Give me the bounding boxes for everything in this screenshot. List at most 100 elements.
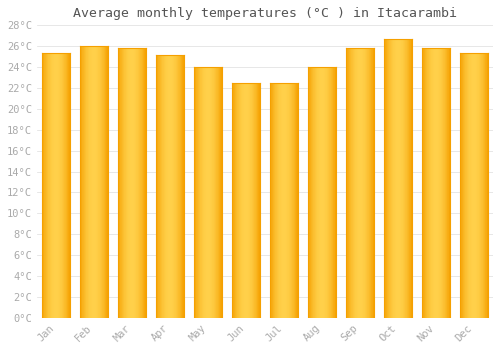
Bar: [159, 55, 160, 318]
Bar: [475, 54, 476, 318]
Bar: [362, 48, 363, 318]
Bar: [358, 48, 359, 318]
Bar: [175, 55, 176, 318]
Bar: [52, 54, 53, 318]
Bar: [216, 67, 217, 318]
Bar: [252, 83, 253, 318]
Bar: [446, 48, 447, 318]
Bar: [484, 54, 485, 318]
Bar: [50, 54, 51, 318]
Bar: [466, 54, 467, 318]
Bar: [430, 48, 431, 318]
Bar: [411, 39, 412, 318]
Bar: [118, 48, 120, 318]
Bar: [328, 67, 329, 318]
Bar: [248, 83, 249, 318]
Bar: [407, 39, 408, 318]
Bar: [293, 83, 294, 318]
Bar: [287, 83, 288, 318]
Bar: [55, 54, 56, 318]
Bar: [401, 39, 402, 318]
Bar: [179, 55, 180, 318]
Bar: [321, 67, 322, 318]
Bar: [330, 67, 331, 318]
Bar: [322, 67, 323, 318]
Bar: [334, 67, 335, 318]
Bar: [428, 48, 429, 318]
Bar: [142, 48, 144, 318]
Bar: [436, 48, 437, 318]
Bar: [48, 54, 49, 318]
Bar: [431, 48, 432, 318]
Bar: [83, 46, 84, 318]
Bar: [316, 67, 317, 318]
Bar: [80, 46, 82, 318]
Bar: [425, 48, 426, 318]
Bar: [44, 54, 45, 318]
Bar: [59, 54, 60, 318]
Bar: [95, 46, 96, 318]
Bar: [42, 54, 43, 318]
Bar: [335, 67, 336, 318]
Bar: [284, 83, 285, 318]
Bar: [90, 46, 91, 318]
Bar: [56, 54, 57, 318]
Bar: [205, 67, 206, 318]
Bar: [202, 67, 203, 318]
Bar: [351, 48, 352, 318]
Bar: [171, 55, 172, 318]
Bar: [251, 83, 252, 318]
Bar: [326, 67, 327, 318]
Bar: [363, 48, 364, 318]
Bar: [140, 48, 141, 318]
Bar: [276, 83, 277, 318]
Bar: [289, 83, 290, 318]
Bar: [104, 46, 105, 318]
Bar: [464, 54, 465, 318]
Bar: [294, 83, 295, 318]
Bar: [325, 67, 326, 318]
Bar: [297, 83, 298, 318]
Bar: [282, 83, 283, 318]
Bar: [442, 48, 443, 318]
Bar: [474, 54, 475, 318]
Bar: [315, 67, 316, 318]
Bar: [395, 39, 396, 318]
Bar: [280, 83, 281, 318]
Bar: [399, 39, 400, 318]
Bar: [323, 67, 324, 318]
Bar: [435, 48, 436, 318]
Bar: [200, 67, 201, 318]
Bar: [178, 55, 179, 318]
Bar: [389, 39, 390, 318]
Bar: [438, 48, 439, 318]
Bar: [426, 48, 427, 318]
Bar: [479, 54, 480, 318]
Bar: [209, 67, 210, 318]
Bar: [69, 54, 70, 318]
Bar: [257, 83, 258, 318]
Bar: [410, 39, 411, 318]
Bar: [53, 54, 54, 318]
Bar: [392, 39, 393, 318]
Bar: [423, 48, 424, 318]
Bar: [58, 54, 59, 318]
Bar: [99, 46, 100, 318]
Bar: [440, 48, 441, 318]
Bar: [357, 48, 358, 318]
Bar: [218, 67, 220, 318]
Bar: [174, 55, 175, 318]
Bar: [384, 39, 385, 318]
Bar: [320, 67, 321, 318]
Bar: [291, 83, 292, 318]
Bar: [317, 67, 318, 318]
Bar: [367, 48, 368, 318]
Bar: [434, 48, 435, 318]
Bar: [241, 83, 242, 318]
Bar: [310, 67, 311, 318]
Bar: [387, 39, 388, 318]
Bar: [408, 39, 409, 318]
Bar: [213, 67, 214, 318]
Bar: [176, 55, 178, 318]
Bar: [403, 39, 404, 318]
